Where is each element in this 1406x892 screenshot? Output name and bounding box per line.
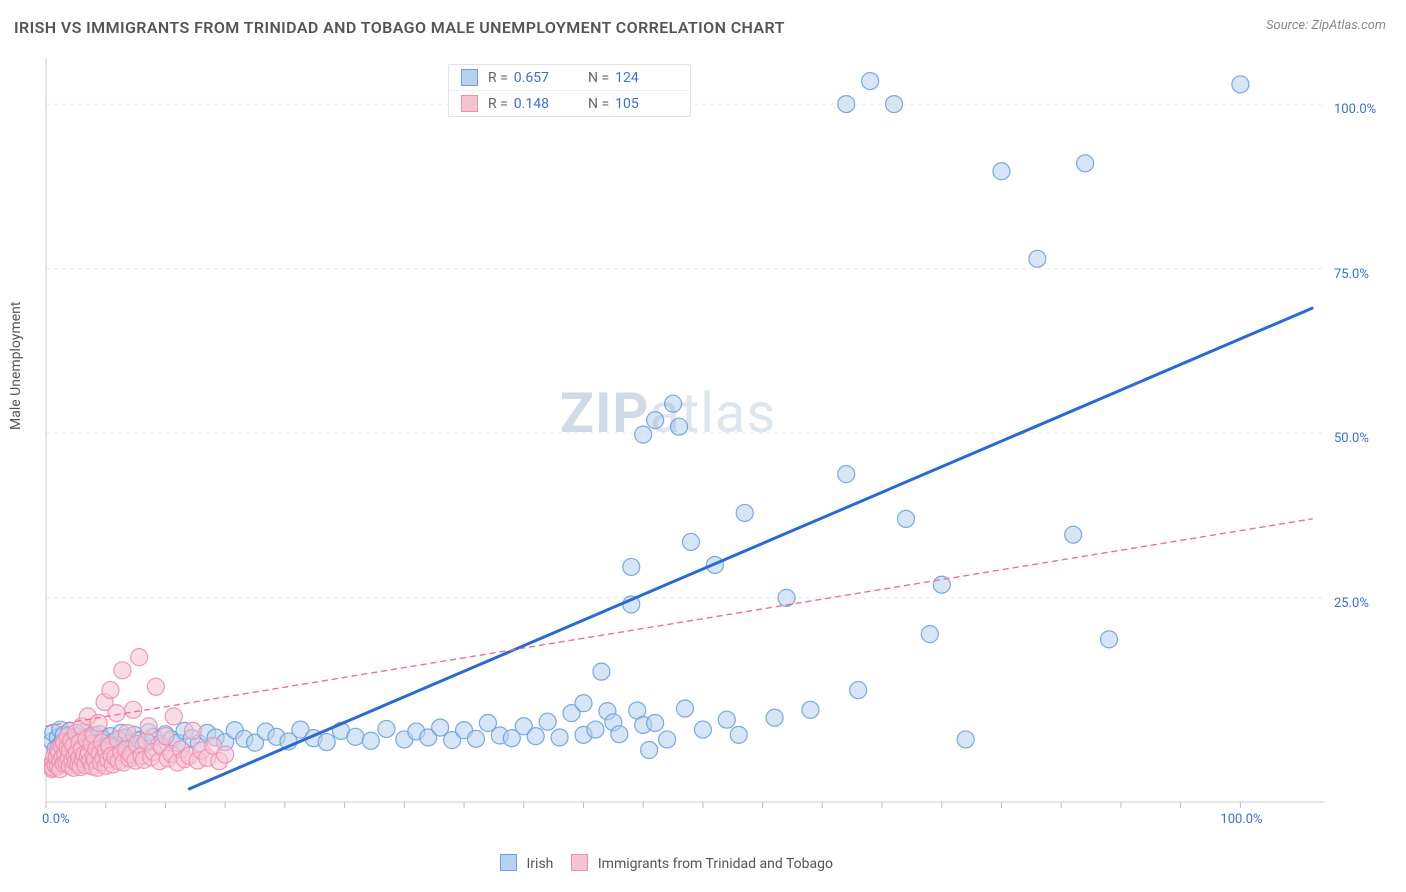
r-key: R = (488, 96, 508, 112)
x-tick-label: 100.0% (1220, 812, 1262, 827)
legend-stats-box: R = 0.657 N = 124 R = 0.148 N = 105 (448, 64, 691, 117)
legend-stats-row: R = 0.657 N = 124 (449, 65, 690, 90)
y-tick-label: 75.0% (1334, 267, 1369, 282)
y-tick-label: 25.0% (1334, 596, 1369, 611)
legend-label: Immigrants from Trinidad and Tobago (598, 856, 833, 872)
scatter-plot (44, 56, 1384, 816)
legend-series: Irish Immigrants from Trinidad and Tobag… (500, 854, 833, 872)
source-label: Source: ZipAtlas.com (1266, 18, 1386, 33)
chart-title: IRISH VS IMMIGRANTS FROM TRINIDAD AND TO… (14, 18, 785, 37)
legend-swatch (500, 854, 517, 871)
y-tick-label: 50.0% (1334, 431, 1369, 446)
legend-stats-swatch (461, 95, 478, 112)
plot-svg (44, 56, 1384, 816)
r-value: 0.148 (514, 96, 549, 112)
legend-stats-row: R = 0.148 N = 105 (449, 90, 690, 116)
n-value: 105 (615, 96, 639, 112)
legend-item: Irish (500, 854, 553, 872)
n-key: N = (588, 96, 609, 112)
r-key: R = (488, 70, 508, 86)
r-value: 0.657 (514, 70, 549, 86)
x-tick-label: 0.0% (42, 812, 70, 827)
legend-label: Irish (526, 856, 553, 872)
legend-swatch (571, 854, 588, 871)
legend-stats-swatch (461, 69, 478, 86)
legend-item: Immigrants from Trinidad and Tobago (571, 854, 833, 872)
n-key: N = (588, 70, 609, 86)
y-tick-label: 100.0% (1334, 102, 1376, 117)
y-axis-label: Male Unemployment (8, 302, 24, 430)
n-value: 124 (615, 70, 639, 86)
